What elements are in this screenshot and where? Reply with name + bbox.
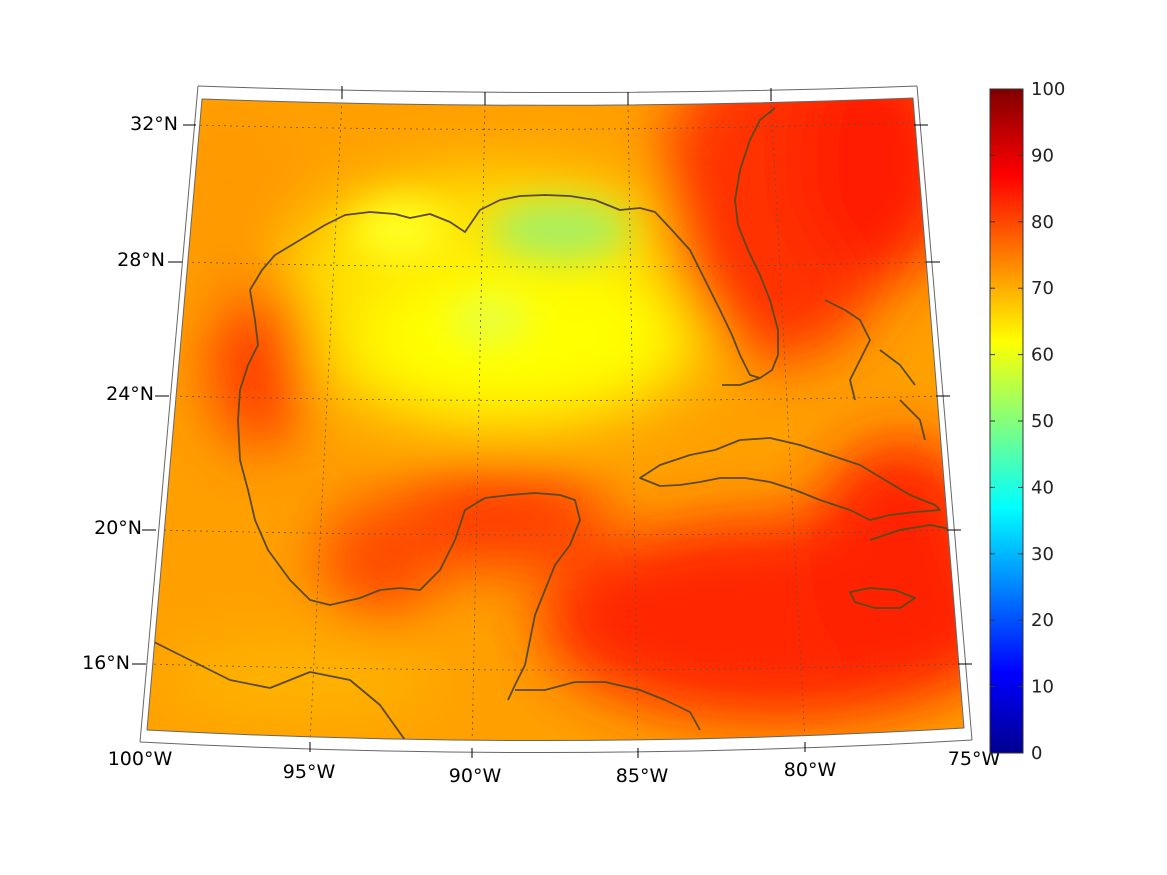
colorbar-tick-label: 90 [1031,145,1054,166]
map-frame [139,85,973,754]
bahamas-coastline [824,299,926,441]
longitude-labels: 100°W 95°W 90°W 85°W 80°W 75°W [108,748,1001,787]
graticule [147,99,963,741]
field-cool-spot [490,200,630,260]
colorbar-tick-label: 70 [1031,278,1054,299]
florida-keys [722,377,761,386]
pacific-coastline [149,639,406,741]
lon-label-95w: 95°W [283,761,336,783]
lat-label-32: 32°N [130,113,178,135]
lat-label-16: 16°N [82,652,130,674]
coastlines [149,107,956,741]
field-mexico-coast-warm [210,270,310,450]
colorbar-tick-label: 50 [1031,411,1054,432]
colorbar-tick-label: 30 [1031,544,1054,565]
lon-label-85w: 85°W [616,765,669,787]
colorbar-ticks: 0 10 20 30 40 50 60 70 80 90 100 [990,79,1065,764]
lon-label-90w: 90°W [449,765,502,787]
mexico-coastline [237,289,581,701]
lon-label-80w: 80°W [784,759,837,781]
lat-label-20: 20°N [94,517,142,539]
lon-label-75w: 75°W [948,748,1001,770]
colorbar-tick-label: 10 [1031,677,1054,698]
hispaniola-coastline [869,524,956,541]
colorbar-tick-label: 80 [1031,212,1054,233]
lon-label-100w: 100°W [108,748,173,770]
colorbar-tick-label: 40 [1031,477,1054,498]
lat-label-28: 28°N [117,249,165,271]
ticks [132,86,972,758]
colorbar-tick-label: 60 [1031,345,1054,366]
lat-label-24: 24°N [106,383,154,405]
central-america-coastline [515,681,701,731]
colorbar-tick-label: 0 [1031,743,1042,764]
cuba-coastline [639,437,941,521]
jamaica-coastline [849,587,916,609]
gulf-coastline [249,107,779,379]
latitude-labels: 32°N 28°N 24°N 20°N 16°N [82,113,178,674]
colorbar-tick-label: 100 [1031,79,1065,100]
field-layer [147,98,964,741]
colorbar-tick-label: 20 [1031,610,1054,631]
colorbar: 0 10 20 30 40 50 60 70 80 90 100 [989,79,1065,764]
